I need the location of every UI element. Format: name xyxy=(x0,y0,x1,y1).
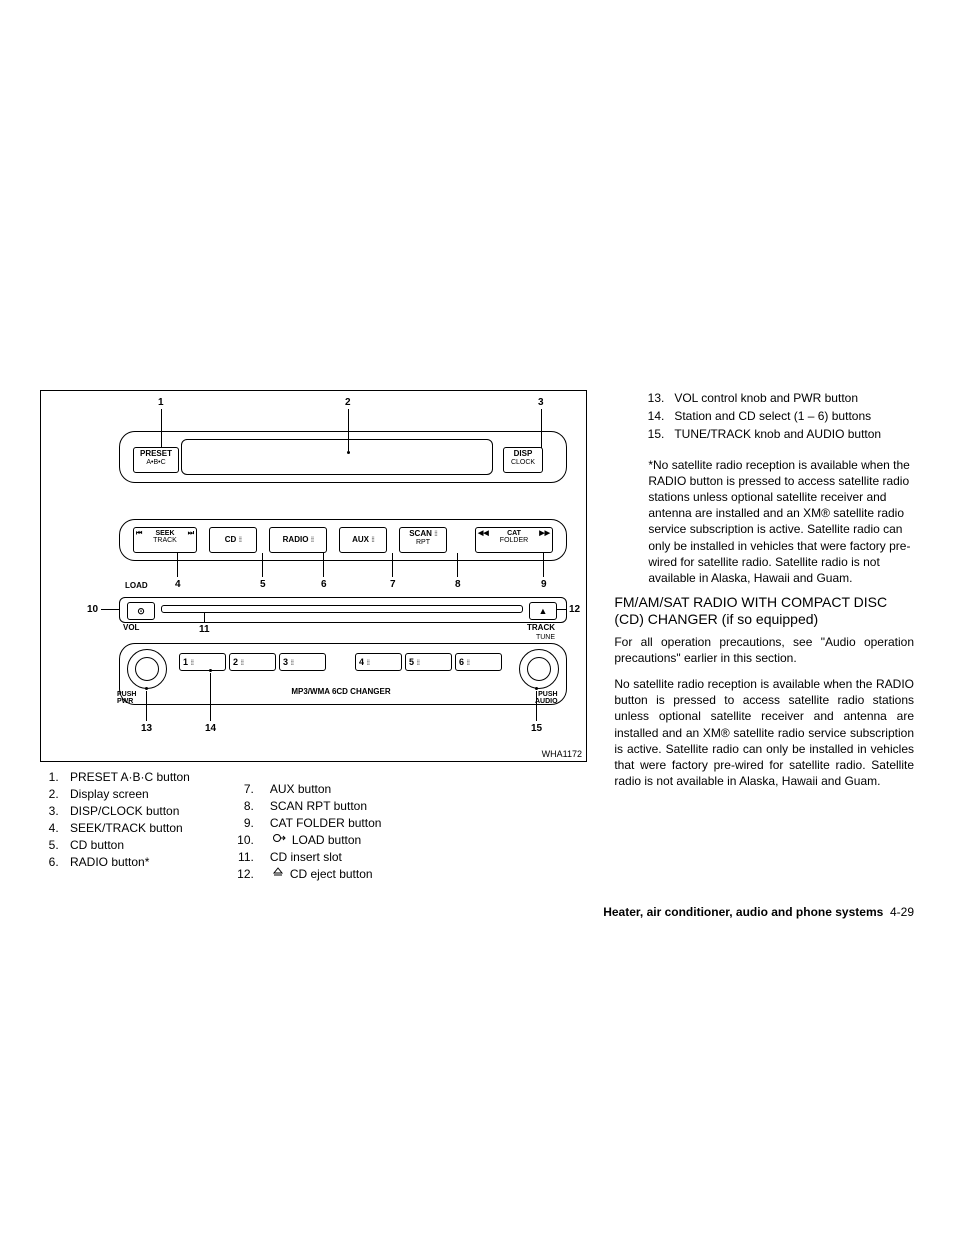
body-paragraph: For all operation precautions, see "Audi… xyxy=(614,634,914,666)
seek-track-button: ⏮ SEEK ⏭ TRACK xyxy=(133,527,197,553)
vol-label: VOL xyxy=(123,623,139,632)
preset-2: 2 ⁞⁞ xyxy=(229,653,276,671)
legend-item: CD button xyxy=(62,838,190,852)
callout-4: 4 xyxy=(175,579,181,590)
push-audio-label: PUSH AUDIO xyxy=(535,691,558,705)
callout-13: 13 xyxy=(141,723,152,734)
speaker-icon: ⁞⁞ xyxy=(311,531,314,551)
list-item: 14.Station and CD select (1 – 6) buttons xyxy=(642,408,914,424)
callout-14: 14 xyxy=(205,723,216,734)
vol-knob-inner xyxy=(135,657,159,681)
preset-6: 6 ⁞⁞ xyxy=(455,653,502,671)
page-footer: Heater, air conditioner, audio and phone… xyxy=(603,905,914,919)
scan-rpt-button: SCAN ⁞⁞ RPT xyxy=(399,527,447,553)
footer-page-number: 4-29 xyxy=(890,905,914,919)
preset-5: 5 ⁞⁞ xyxy=(405,653,452,671)
eject-icon xyxy=(272,867,284,877)
callout-7: 7 xyxy=(390,579,396,590)
preset-button: PRESET A•B•C xyxy=(133,447,179,473)
preset-sublabel: A•B•C xyxy=(146,459,165,466)
legend-item: 10. LOAD button xyxy=(220,833,382,847)
callout-5: 5 xyxy=(260,579,266,590)
tune-knob-inner xyxy=(527,657,551,681)
page: 1 2 3 10 12 PRESET A•B•C xyxy=(40,390,914,896)
callout-1: 1 xyxy=(158,397,164,408)
display-screen xyxy=(181,439,493,475)
callout-3: 3 xyxy=(538,397,544,408)
callout-11: 11 xyxy=(199,624,210,635)
load-icon xyxy=(272,833,286,843)
speaker-icon: ⁞⁞ xyxy=(434,531,437,538)
legend-col-1: PRESET A·B·C button Display screen DISP/… xyxy=(40,770,190,896)
cd-slot xyxy=(161,605,523,613)
track-label: TRACK TUNE xyxy=(527,623,555,641)
cat-folder-button: ◀◀ CAT ▶▶ FOLDER xyxy=(475,527,553,553)
eject-button: ▲ xyxy=(529,602,557,620)
disp-button: DISP CLOCK xyxy=(503,447,543,473)
left-column: 1 2 3 10 12 PRESET A•B•C xyxy=(40,390,594,896)
preset-1: 1 ⁞⁞ xyxy=(179,653,226,671)
preset-4: 4 ⁞⁞ xyxy=(355,653,402,671)
load-button: ⊙ xyxy=(127,602,155,620)
preset-label: PRESET xyxy=(140,449,172,458)
callout-15: 15 xyxy=(531,723,542,734)
callout-6: 6 xyxy=(321,579,327,590)
load-label: LOAD xyxy=(125,581,148,590)
leader-line xyxy=(101,609,119,610)
callout-10: 10 xyxy=(87,604,98,615)
legend-item: SEEK/TRACK button xyxy=(62,821,190,835)
list-item: 15.TUNE/TRACK knob and AUDIO button xyxy=(642,426,914,442)
legend-item: 9.CAT FOLDER button xyxy=(220,816,382,830)
callout-8: 8 xyxy=(455,579,461,590)
right-list: 13.VOL control knob and PWR button 14.St… xyxy=(614,390,914,443)
footnote: *No satellite radio reception is availab… xyxy=(648,457,914,587)
legend-item: PRESET A·B·C button xyxy=(62,770,190,784)
callout-12: 12 xyxy=(569,604,580,615)
body-paragraph: No satellite radio reception is availabl… xyxy=(614,676,914,789)
disp-sublabel: CLOCK xyxy=(511,459,535,466)
list-item: 13.VOL control knob and PWR button xyxy=(642,390,914,406)
legend-item: Display screen xyxy=(62,787,190,801)
legend-item: 7.AUX button xyxy=(220,782,382,796)
right-column: 13.VOL control knob and PWR button 14.St… xyxy=(614,390,914,896)
callout-2: 2 xyxy=(345,397,351,408)
legend-item: RADIO button* xyxy=(62,855,190,869)
speaker-icon: ⁞⁞ xyxy=(371,531,374,551)
changer-label: MP3/WMA 6CD CHANGER xyxy=(191,687,491,696)
figure-id: WHA1172 xyxy=(542,749,582,759)
push-pwr-label: PUSH PWR xyxy=(117,691,136,705)
legend-item: 8.SCAN RPT button xyxy=(220,799,382,813)
cd-button: CD ⁞⁞ xyxy=(209,527,257,553)
radio-button: RADIO ⁞⁞ xyxy=(269,527,327,553)
preset-3: 3 ⁞⁞ xyxy=(279,653,326,671)
disp-label: DISP xyxy=(514,449,533,458)
legend-item: 11.CD insert slot xyxy=(220,850,382,864)
callout-9: 9 xyxy=(541,579,547,590)
radio-diagram: 1 2 3 10 12 PRESET A•B•C xyxy=(40,390,587,762)
legend: PRESET A·B·C button Display screen DISP/… xyxy=(40,770,594,896)
speaker-icon: ⁞⁞ xyxy=(239,531,242,551)
footer-section: Heater, air conditioner, audio and phone… xyxy=(603,905,883,919)
legend-item: DISP/CLOCK button xyxy=(62,804,190,818)
legend-col-2: 7.AUX button 8.SCAN RPT button 9.CAT FOL… xyxy=(220,782,382,884)
legend-item: 12. CD eject button xyxy=(220,867,382,881)
section-heading: FM/AM/SAT RADIO WITH COMPACT DISC (CD) C… xyxy=(614,594,914,628)
aux-button: AUX ⁞⁞ xyxy=(339,527,387,553)
